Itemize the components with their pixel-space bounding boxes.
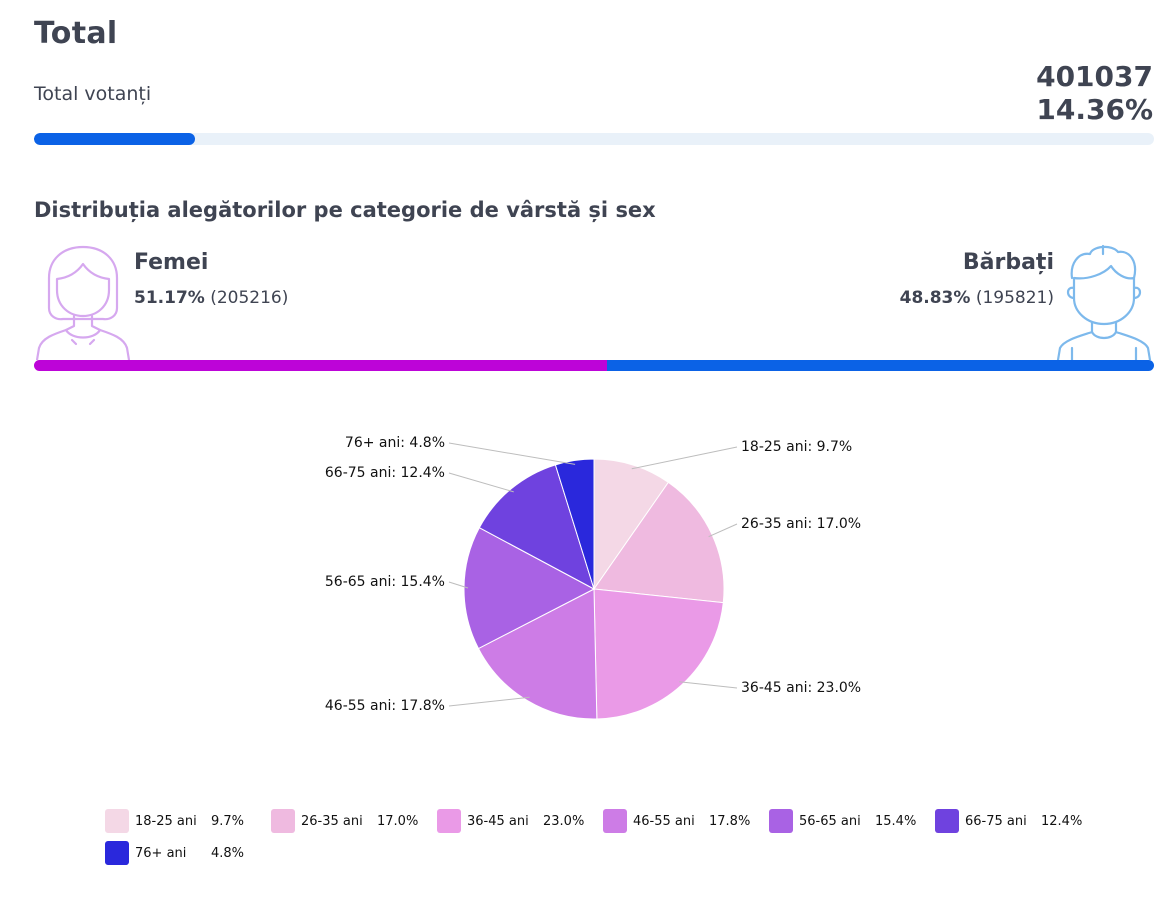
pie-leader-line [631, 446, 738, 470]
pie-data-label: 76+ ani: 4.8% [345, 435, 445, 451]
pie-leader-line [448, 442, 576, 465]
legend-swatch [105, 809, 129, 833]
male-label: Bărbați [962, 250, 1054, 275]
turnout-progress-fill [34, 133, 195, 145]
legend-item[interactable]: 66-75 ani 12.4% [935, 808, 1101, 834]
legend-value: 23.0% [543, 813, 585, 829]
turnout-progress-bar [34, 133, 1154, 145]
legend-swatch [603, 809, 627, 833]
legend-label: 18-25 ani [135, 813, 197, 829]
female-percent: 51.17% [134, 288, 205, 308]
pie-data-label: 66-75 ani: 12.4% [325, 465, 445, 481]
legend-swatch [769, 809, 793, 833]
legend-item[interactable]: 26-35 ani 17.0% [271, 808, 437, 834]
male-avatar-icon [1056, 244, 1152, 360]
legend-item[interactable]: 46-55 ani 17.8% [603, 808, 769, 834]
legend-value: 17.8% [709, 813, 751, 829]
legend-value: 15.4% [875, 813, 917, 829]
legend-label: 36-45 ani [467, 813, 529, 829]
page-title: Total [34, 16, 118, 51]
legend-value: 4.8% [211, 845, 245, 861]
male-percent: 48.83% [899, 288, 971, 308]
total-voters-percent: 14.36% [1036, 93, 1153, 126]
legend-swatch [271, 809, 295, 833]
legend-item[interactable]: 18-25 ani 9.7% [105, 808, 271, 834]
male-stats: 48.83% (195821) [900, 288, 1054, 308]
legend-item[interactable]: 76+ ani 4.8% [105, 840, 271, 866]
female-label: Femei [134, 250, 209, 275]
female-avatar-icon [36, 245, 130, 360]
total-voters-stats: 401037 14.36% [1036, 60, 1153, 126]
total-voters-value: 401037 [1036, 60, 1153, 93]
female-share-segment [34, 360, 608, 371]
pie-slice-46-55-ani[interactable] [477, 588, 598, 720]
legend-label: 56-65 ani [799, 813, 861, 829]
pie-slice-56-65-ani[interactable] [463, 527, 596, 650]
distribution-title: Distribuția alegătorilor pe categorie de… [34, 198, 656, 222]
pie-data-label: 26-35 ani: 17.0% [741, 516, 861, 532]
legend-value: 17.0% [377, 813, 419, 829]
pie-leader-line [448, 696, 530, 707]
legend-label: 26-35 ani [301, 813, 363, 829]
legend-item[interactable]: 36-45 ani 23.0% [437, 808, 603, 834]
legend-item[interactable]: 56-65 ani 15.4% [769, 808, 935, 834]
female-count: (205216) [210, 288, 289, 308]
total-voters-label: Total votanți [34, 83, 152, 105]
pie-data-label: 36-45 ani: 23.0% [741, 680, 861, 696]
legend-swatch [437, 809, 461, 833]
pie-leader-line [448, 581, 469, 589]
male-share-segment [607, 360, 1154, 371]
male-count: (195821) [975, 288, 1054, 308]
legend-label: 66-75 ani [965, 813, 1027, 829]
legend-value: 12.4% [1041, 813, 1083, 829]
legend-swatch [105, 841, 129, 865]
gender-split-bar [34, 360, 1154, 371]
age-pie-chart: 18-25 ani: 9.7% 26-35 ani: 17.0% 36-45 ani… [325, 435, 861, 720]
pie-slice-18-25-ani[interactable] [593, 458, 670, 591]
legend-row: 18-25 ani 9.7% 26-35 ani 17.0% 36-45 ani 23.0… [105, 808, 1105, 834]
pie-data-label: 56-65 ani: 15.4% [325, 574, 445, 590]
legend-label: 46-55 ani [633, 813, 695, 829]
legend-value: 9.7% [211, 813, 245, 829]
legend-swatch [935, 809, 959, 833]
pie-leader-line [708, 523, 738, 538]
pie-slice-76-ani[interactable] [554, 458, 595, 590]
pie-slice-66-75-ani[interactable] [478, 464, 595, 591]
legend-label: 76+ ani [135, 845, 187, 861]
pie-data-label: 18-25 ani: 9.7% [741, 439, 852, 455]
pie-data-label: 46-55 ani: 17.8% [325, 698, 445, 714]
pie-slice-36-45-ani[interactable] [593, 588, 724, 720]
pie-leader-line [448, 472, 514, 493]
legend-row: 76+ ani 4.8% [105, 840, 1105, 866]
pie-leader-line [679, 681, 738, 689]
female-stats: 51.17% (205216) [134, 288, 288, 308]
chart-legend: 18-25 ani 9.7% 26-35 ani 17.0% 36-45 ani 23.0… [105, 808, 1105, 872]
